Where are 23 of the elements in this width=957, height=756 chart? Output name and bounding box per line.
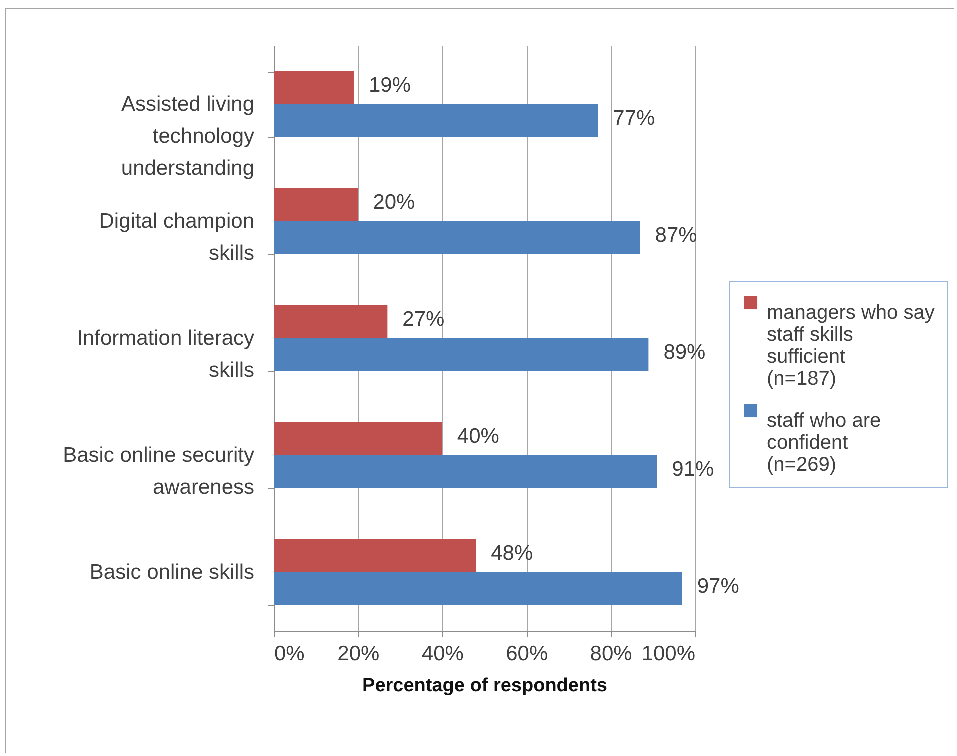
legend-label: staff who are confident (n=269) (767, 410, 882, 476)
x-tick-label: 60% (506, 642, 548, 666)
data-label: 40% (457, 425, 500, 448)
data-label: 20% (373, 191, 416, 214)
x-tick-label: 100% (642, 642, 696, 666)
x-tick-label: 40% (422, 642, 464, 666)
y-tick-label: Assisted living technology understanding (121, 93, 255, 180)
y-tick-label: Basic online skills (90, 561, 254, 584)
x-tick-label: 20% (338, 642, 380, 666)
data-label: 87% (655, 224, 698, 247)
data-label: 48% (491, 542, 534, 566)
data-label: 27% (402, 308, 445, 332)
data-label: 77% (613, 106, 656, 130)
data-label: 19% (368, 74, 412, 98)
data-label: 91% (672, 458, 714, 481)
y-tick-label: Information literacy skills (77, 327, 255, 382)
legend-label: managers who say staff skills sufficient (n=187) (767, 302, 935, 390)
data-label: 89% (664, 340, 706, 364)
x-tick-label: 80% (590, 642, 632, 666)
data-label: 97% (697, 574, 740, 598)
y-tick-label: Basic online security awareness (63, 444, 255, 499)
x-tick-label: 0% (274, 642, 305, 666)
y-tick-label: Digital champion skills (99, 210, 254, 265)
